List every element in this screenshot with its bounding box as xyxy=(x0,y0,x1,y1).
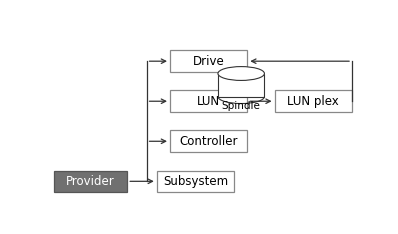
Text: Drive: Drive xyxy=(193,55,224,68)
Bar xyxy=(170,131,248,152)
Text: Controller: Controller xyxy=(179,135,238,148)
Bar xyxy=(170,50,248,72)
Text: Spindle: Spindle xyxy=(222,101,261,111)
Text: Provider: Provider xyxy=(66,175,115,188)
Ellipse shape xyxy=(218,67,264,80)
Text: LUN plex: LUN plex xyxy=(287,95,339,108)
Bar xyxy=(170,91,248,112)
Text: LUN: LUN xyxy=(197,95,220,108)
Bar xyxy=(218,73,264,97)
Bar xyxy=(275,91,352,112)
Bar xyxy=(54,171,127,192)
Text: Subsystem: Subsystem xyxy=(163,175,228,188)
Bar xyxy=(157,171,234,192)
